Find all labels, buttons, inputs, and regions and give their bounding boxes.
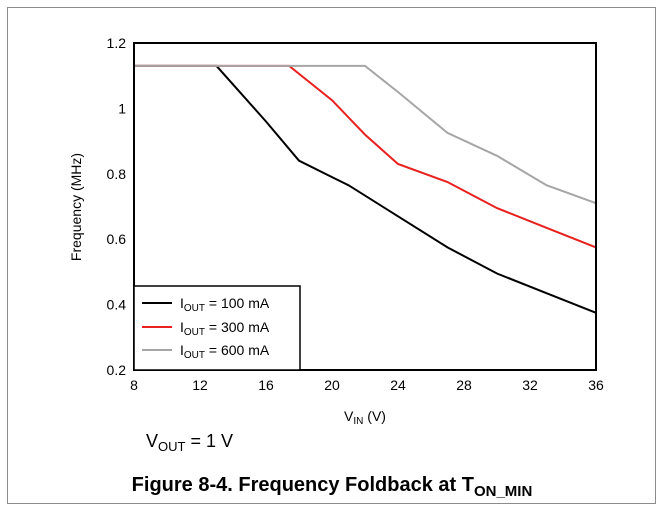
x-tick-label: 12 (192, 377, 208, 393)
series-line-600ma (134, 64, 597, 205)
figure-frame (7, 7, 656, 504)
series-line-100ma (134, 64, 597, 314)
series-line-300ma (134, 64, 597, 249)
legend-label-600ma: IOUT = 600 mA (180, 342, 270, 361)
legend-label-100ma: IOUT = 100 mA (180, 295, 270, 314)
plot-area-border (133, 42, 597, 371)
x-tick-label: 20 (324, 377, 340, 393)
y-tick-label: 0.6 (107, 231, 127, 247)
x-tick-label: 16 (258, 377, 274, 393)
x-tick-label: 24 (390, 377, 406, 393)
x-tick-label: 36 (588, 377, 604, 393)
x-axis-label: VIN (V) (344, 408, 386, 427)
legend-label-300ma: IOUT = 300 mA (180, 319, 270, 338)
y-tick-label: 0.4 (107, 297, 127, 313)
y-tick-label: 0.2 (107, 362, 127, 378)
y-tick-label: 1 (118, 100, 126, 116)
y-axis-label: Frequency (MHz) (68, 153, 84, 261)
figure-caption: Figure 8-4. Frequency Foldback at TON_MI… (131, 474, 533, 500)
x-tick-label: 28 (456, 377, 472, 393)
frequency-chart: 8 12 16 20 24 28 32 360.20.40.60.811.2 VIN (V) … (68, 35, 604, 427)
vout-note: VOUT = 1 V (146, 431, 233, 454)
x-tick-label: 32 (522, 377, 538, 393)
y-tick-label: 0.8 (107, 166, 127, 182)
x-tick-label: 8 (130, 377, 138, 393)
legend: IOUT = 100 mA IOUT = 300 mA IOUT = 600 m… (133, 285, 301, 371)
y-tick-label: 1.2 (107, 35, 127, 51)
tick-layer: 8 12 16 20 24 28 32 36 0.2 0.4 0.6 0.8 1 1.2 (107, 35, 604, 393)
series-layer (134, 64, 597, 314)
